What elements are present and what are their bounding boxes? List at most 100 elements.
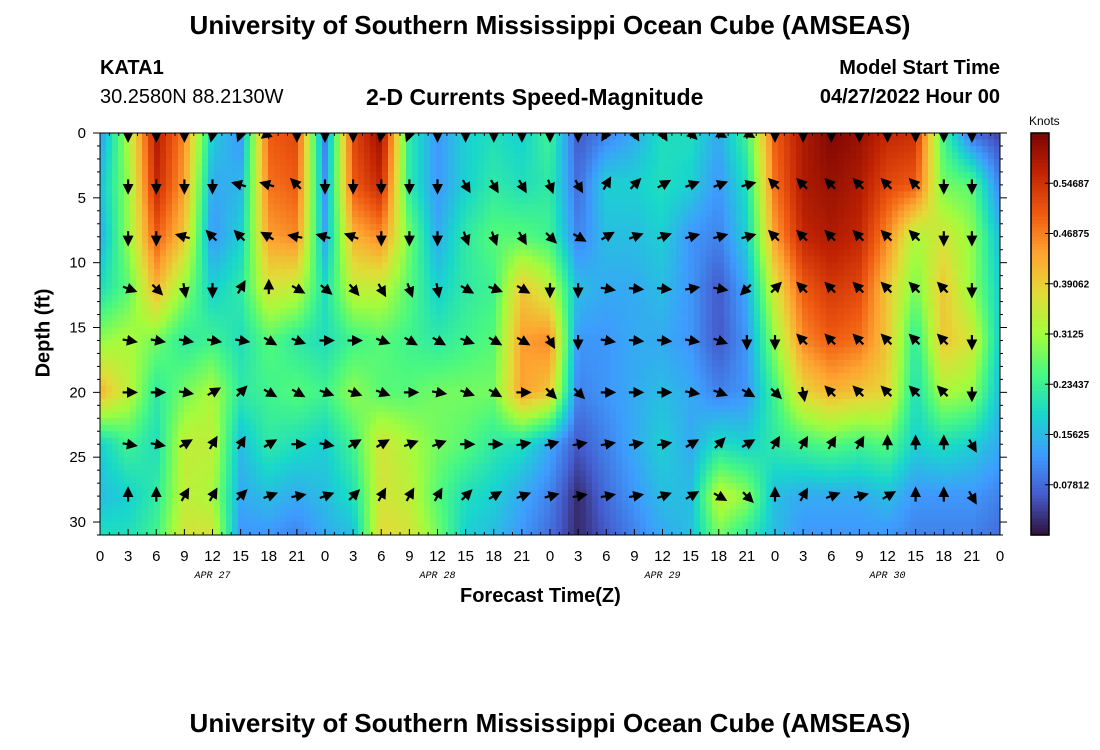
heatmap-cell (964, 171, 971, 179)
heatmap-cell (274, 178, 281, 186)
heatmap-cell (868, 308, 875, 316)
heatmap-cell (874, 152, 881, 160)
heatmap-cell (958, 249, 965, 257)
heatmap-cell (166, 327, 173, 335)
heatmap-cell (496, 223, 503, 231)
heatmap-cell (592, 178, 599, 186)
heatmap-cell (214, 165, 221, 173)
heatmap-cell (316, 282, 323, 290)
heatmap-cell (136, 314, 143, 322)
heatmap-cell (706, 243, 713, 251)
heatmap-cell (130, 321, 137, 329)
heatmap-cell (256, 295, 263, 303)
heatmap-cell (688, 158, 695, 167)
heatmap-cell (376, 145, 383, 154)
heatmap-cell (316, 178, 323, 186)
heatmap-cell (760, 139, 767, 147)
heatmap-cell (256, 288, 263, 296)
heatmap-cell (532, 197, 539, 205)
heatmap-cell (772, 210, 779, 218)
heatmap-cell (724, 288, 731, 296)
heatmap-cell (748, 197, 755, 205)
heatmap-cell (400, 184, 407, 192)
heatmap-cell (580, 256, 587, 264)
heatmap-cell (712, 327, 719, 335)
heatmap-cell (610, 223, 617, 231)
heatmap-cell (358, 210, 365, 218)
heatmap-cell (304, 314, 311, 322)
heatmap-cell (322, 171, 329, 179)
heatmap-cell (502, 314, 509, 322)
heatmap-cell (802, 243, 809, 251)
heatmap-cell (928, 269, 935, 277)
heatmap-cell (604, 210, 611, 218)
heatmap-cell (610, 178, 617, 186)
heatmap-cell (394, 295, 401, 303)
heatmap-cell (538, 145, 545, 154)
heatmap-cell (364, 243, 371, 251)
heatmap-cell (202, 171, 209, 179)
heatmap-cell (496, 243, 503, 251)
heatmap-cell (730, 262, 737, 270)
heatmap-cell (820, 230, 827, 238)
heatmap-cell (454, 262, 461, 270)
heatmap-cell (670, 256, 677, 264)
heatmap-cell (994, 217, 1000, 225)
heatmap-cell (580, 217, 587, 225)
heatmap-cell (970, 314, 977, 322)
heatmap-cell (796, 133, 803, 141)
heatmap-cell (184, 282, 191, 290)
heatmap-cell (460, 256, 467, 264)
heatmap-cell (652, 139, 659, 147)
heatmap-cell (250, 197, 257, 205)
heatmap-cell (610, 301, 617, 309)
heatmap-cell (166, 236, 173, 244)
heatmap-cell (508, 223, 515, 231)
heatmap-cell (844, 145, 851, 154)
heatmap-cell (850, 191, 857, 199)
heatmap-cell (250, 249, 257, 257)
heatmap-cell (814, 334, 821, 342)
heatmap-cell (694, 152, 701, 160)
heatmap-cell (772, 243, 779, 251)
heatmap-cell (988, 139, 995, 147)
heatmap-cell (988, 282, 995, 290)
heatmap-cell (370, 191, 377, 199)
heatmap-cell (826, 210, 833, 218)
heatmap-cell (154, 204, 161, 212)
heatmap-cell (298, 256, 305, 264)
heatmap-cell (250, 145, 257, 154)
heatmap-cell (958, 236, 965, 244)
heatmap-cell (730, 236, 737, 244)
heatmap-cell (292, 210, 299, 218)
heatmap-cell (628, 327, 635, 335)
heatmap-cell (844, 301, 851, 309)
heatmap-cell (466, 171, 473, 179)
heatmap-cell (604, 249, 611, 257)
heatmap-cell (466, 262, 473, 270)
heatmap-cell (718, 152, 725, 160)
heatmap-cell (106, 184, 113, 192)
heatmap-cell (544, 282, 551, 290)
heatmap-cell (964, 197, 971, 205)
heatmap-cell (394, 158, 401, 167)
heatmap-cell (862, 178, 869, 186)
heatmap-cell (400, 191, 407, 199)
heatmap-cell (346, 256, 353, 264)
heatmap-cell (928, 262, 935, 270)
heatmap-cell (766, 256, 773, 264)
heatmap-cell (154, 346, 161, 355)
heatmap-cell (622, 210, 629, 218)
heatmap-cell (178, 295, 185, 303)
heatmap-cell (586, 191, 593, 199)
heatmap-cell (586, 171, 593, 179)
heatmap-cell (382, 204, 389, 212)
heatmap-cell (238, 308, 245, 316)
heatmap-cell (238, 346, 245, 355)
heatmap-cell (196, 133, 203, 141)
heatmap-cell (382, 282, 389, 290)
heatmap-cell (340, 262, 347, 270)
heatmap-cell (946, 171, 953, 179)
heatmap-cell (658, 197, 665, 205)
heatmap-cell (856, 139, 863, 147)
